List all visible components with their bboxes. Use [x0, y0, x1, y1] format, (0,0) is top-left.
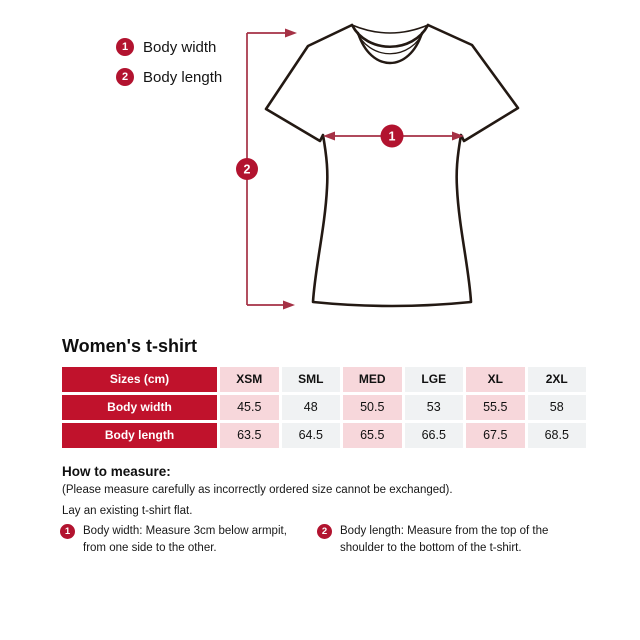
body-length-measure: 2: [236, 28, 297, 310]
badge-2-circle: [236, 158, 258, 180]
legend-label-body-length: Body length: [143, 68, 223, 86]
legend-label-body-width: Body width: [143, 38, 217, 56]
table-row-label-body-width: Body width: [62, 395, 217, 420]
step-badge-1: 1: [60, 524, 75, 539]
body-width-measure: 1: [323, 124, 464, 148]
table-col-xl: XL: [466, 367, 525, 392]
page-title: Women's t-shirt: [62, 336, 197, 356]
how-to-measure-note: (Please measure carefully as incorrectly…: [62, 484, 453, 496]
table-cell: 55.5: [466, 395, 525, 420]
table-cell: 53: [404, 395, 463, 420]
badge-1-circle: [380, 124, 404, 148]
legend-badge-1: 1: [116, 38, 134, 56]
badge-1-number: 1: [389, 130, 396, 144]
step-text-body-width: Body width: Measure 3cm below armpit, fr…: [83, 525, 287, 555]
how-to-measure-heading: How to measure:: [62, 464, 171, 479]
step-body-width: 1 Body width: Measure 3cm below armpit, …: [60, 523, 308, 558]
table-cell: 63.5: [220, 423, 279, 448]
arrow-top-right: [285, 28, 297, 38]
table-header-sizes: Sizes (cm): [62, 367, 217, 392]
table-cell: 68.5: [527, 423, 586, 448]
tshirt-outline: [264, 23, 520, 308]
step-badge-2: 2: [317, 524, 332, 539]
arrow-right: [452, 131, 464, 141]
legend-item-body-width: 1 Body width: [116, 38, 222, 56]
tshirt-measurement-diagram: 2 1: [236, 23, 520, 310]
table-col-lge: LGE: [404, 367, 463, 392]
table-col-xsm: XSM: [220, 367, 279, 392]
arrow-left: [323, 131, 335, 141]
table-col-med: MED: [343, 367, 402, 392]
table-cell: 67.5: [466, 423, 525, 448]
table-cell: 48: [281, 395, 340, 420]
table-col-2xl: 2XL: [527, 367, 586, 392]
arrow-bottom-right: [283, 300, 295, 310]
tshirt-body: [264, 23, 520, 308]
step-text-body-length: Body length: Measure from the top of the…: [340, 525, 549, 555]
table-cell: 66.5: [404, 423, 463, 448]
legend-item-body-length: 2 Body length: [116, 68, 222, 86]
table-cell: 45.5: [220, 395, 279, 420]
table-cell: 65.5: [343, 423, 402, 448]
badge-2-number: 2: [244, 163, 251, 177]
table-cell: 64.5: [281, 423, 340, 448]
size-table: Sizes (cm) XSM SML MED LGE XL 2XL Body w…: [62, 367, 586, 448]
table-row-label-body-length: Body length: [62, 423, 217, 448]
how-to-measure-intro: Lay an existing t-shirt flat.: [62, 505, 193, 517]
collar-back-line: [351, 24, 429, 34]
legend-badge-2: 2: [116, 68, 134, 86]
table-cell: 50.5: [343, 395, 402, 420]
measurement-legend: 1 Body width 2 Body length: [116, 38, 222, 98]
step-body-length: 2 Body length: Measure from the top of t…: [317, 523, 583, 558]
table-cell: 58: [527, 395, 586, 420]
table-col-sml: SML: [281, 367, 340, 392]
collar-inner-line: [356, 31, 424, 65]
